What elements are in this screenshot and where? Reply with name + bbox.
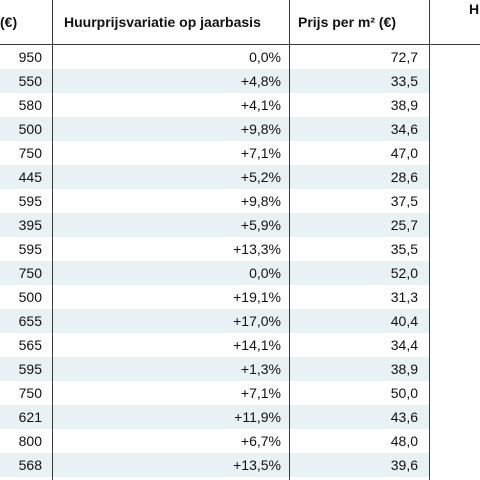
price-per-m2-cell: 47,0 xyxy=(390,145,418,161)
variation-cell: 0,0% xyxy=(249,265,281,281)
variation-cell: +6,7% xyxy=(240,433,281,449)
table-row: 395 +5,9% 25,7 xyxy=(0,213,430,237)
table-row: 565 +14,1% 34,4 xyxy=(0,333,430,357)
price-cell: 445 xyxy=(18,169,42,185)
price-per-m2-cell: 34,6 xyxy=(390,121,418,137)
price-per-m2-cell: 25,7 xyxy=(390,217,418,233)
table-row: 750 +7,1% 47,0 xyxy=(0,141,430,165)
variation-cell: +9,8% xyxy=(240,121,281,137)
price-per-m2-cell: 52,0 xyxy=(390,265,418,281)
price-per-m2-cell: 33,5 xyxy=(390,73,418,89)
variation-cell: +13,3% xyxy=(233,241,281,257)
price-cell: 595 xyxy=(18,241,42,257)
variation-cell: +19,1% xyxy=(233,289,281,305)
price-cell: 800 xyxy=(18,433,42,449)
price-cell: 568 xyxy=(18,457,42,473)
price-cell: 750 xyxy=(18,385,42,401)
price-cell: 621 xyxy=(18,409,42,425)
header-variation: Huurprijsvariatie op jaarbasis xyxy=(64,14,261,30)
price-per-m2-cell: 38,9 xyxy=(390,361,418,377)
price-per-m2-cell: 35,5 xyxy=(390,241,418,257)
table-header-row: (€) Huurprijsvariatie op jaarbasis Prijs… xyxy=(0,0,480,45)
price-cell: 550 xyxy=(18,73,42,89)
table-row: 655 +17,0% 40,4 xyxy=(0,309,430,333)
table-row: 595 +9,8% 37,5 xyxy=(0,189,430,213)
price-cell: 655 xyxy=(18,313,42,329)
price-per-m2-cell: 39,6 xyxy=(390,457,418,473)
variation-cell: +13,5% xyxy=(233,457,281,473)
price-cell: 750 xyxy=(18,265,42,281)
price-cell: 395 xyxy=(18,217,42,233)
variation-cell: +1,3% xyxy=(240,361,281,377)
variation-cell: +5,9% xyxy=(240,217,281,233)
variation-cell: +4,1% xyxy=(240,97,281,113)
table-row: 621 +11,9% 43,6 xyxy=(0,405,430,429)
header-price-per-m2: Prijs per m² (€) xyxy=(298,14,397,30)
price-per-m2-cell: 40,4 xyxy=(390,313,418,329)
column-divider xyxy=(52,0,53,480)
price-cell: 500 xyxy=(18,121,42,137)
variation-cell: +11,9% xyxy=(234,409,281,425)
table-row: 568 +13,5% 39,6 xyxy=(0,453,430,477)
variation-cell: +14,1% xyxy=(233,337,281,353)
table-row: 950 0,0% 72,7 xyxy=(0,45,430,69)
variation-cell: +4,8% xyxy=(240,73,281,89)
column-divider xyxy=(429,0,430,480)
price-per-m2-cell: 31,3 xyxy=(390,289,418,305)
price-per-m2-cell: 72,7 xyxy=(390,49,418,65)
table-row: 595 +1,3% 38,9 xyxy=(0,357,430,381)
price-cell: 950 xyxy=(18,49,42,65)
table-row: 580 +4,1% 38,9 xyxy=(0,93,430,117)
column-divider xyxy=(289,0,290,480)
variation-cell: +7,1% xyxy=(240,145,281,161)
variation-cell: +5,2% xyxy=(240,169,281,185)
variation-cell: 0,0% xyxy=(249,49,281,65)
table-row: 595 +13,3% 35,5 xyxy=(0,237,430,261)
table-row: 750 +7,1% 50,0 xyxy=(0,381,430,405)
variation-cell: +7,1% xyxy=(240,385,281,401)
header-next-column: H xyxy=(469,1,480,17)
table-row: 500 +19,1% 31,3 xyxy=(0,285,430,309)
price-per-m2-cell: 28,6 xyxy=(390,169,418,185)
price-per-m2-cell: 37,5 xyxy=(390,193,418,209)
price-cell: 595 xyxy=(18,361,42,377)
table-row: 550 +4,8% 33,5 xyxy=(0,69,430,93)
price-cell: 565 xyxy=(18,337,42,353)
table-row: 445 +5,2% 28,6 xyxy=(0,165,430,189)
price-cell: 580 xyxy=(18,97,42,113)
variation-cell: +17,0% xyxy=(233,313,281,329)
price-per-m2-cell: 50,0 xyxy=(390,385,418,401)
table-row: 800 +6,7% 48,0 xyxy=(0,429,430,453)
price-cell: 500 xyxy=(18,289,42,305)
header-price: (€) xyxy=(0,14,18,30)
price-per-m2-cell: 34,4 xyxy=(390,337,418,353)
price-per-m2-cell: 43,6 xyxy=(390,409,418,425)
table-row: 750 0,0% 52,0 xyxy=(0,261,430,285)
table-row: 500 +9,8% 34,6 xyxy=(0,117,430,141)
price-per-m2-cell: 48,0 xyxy=(390,433,418,449)
variation-cell: +9,8% xyxy=(240,193,281,209)
price-per-m2-cell: 38,9 xyxy=(390,97,418,113)
price-cell: 595 xyxy=(18,193,42,209)
price-cell: 750 xyxy=(18,145,42,161)
